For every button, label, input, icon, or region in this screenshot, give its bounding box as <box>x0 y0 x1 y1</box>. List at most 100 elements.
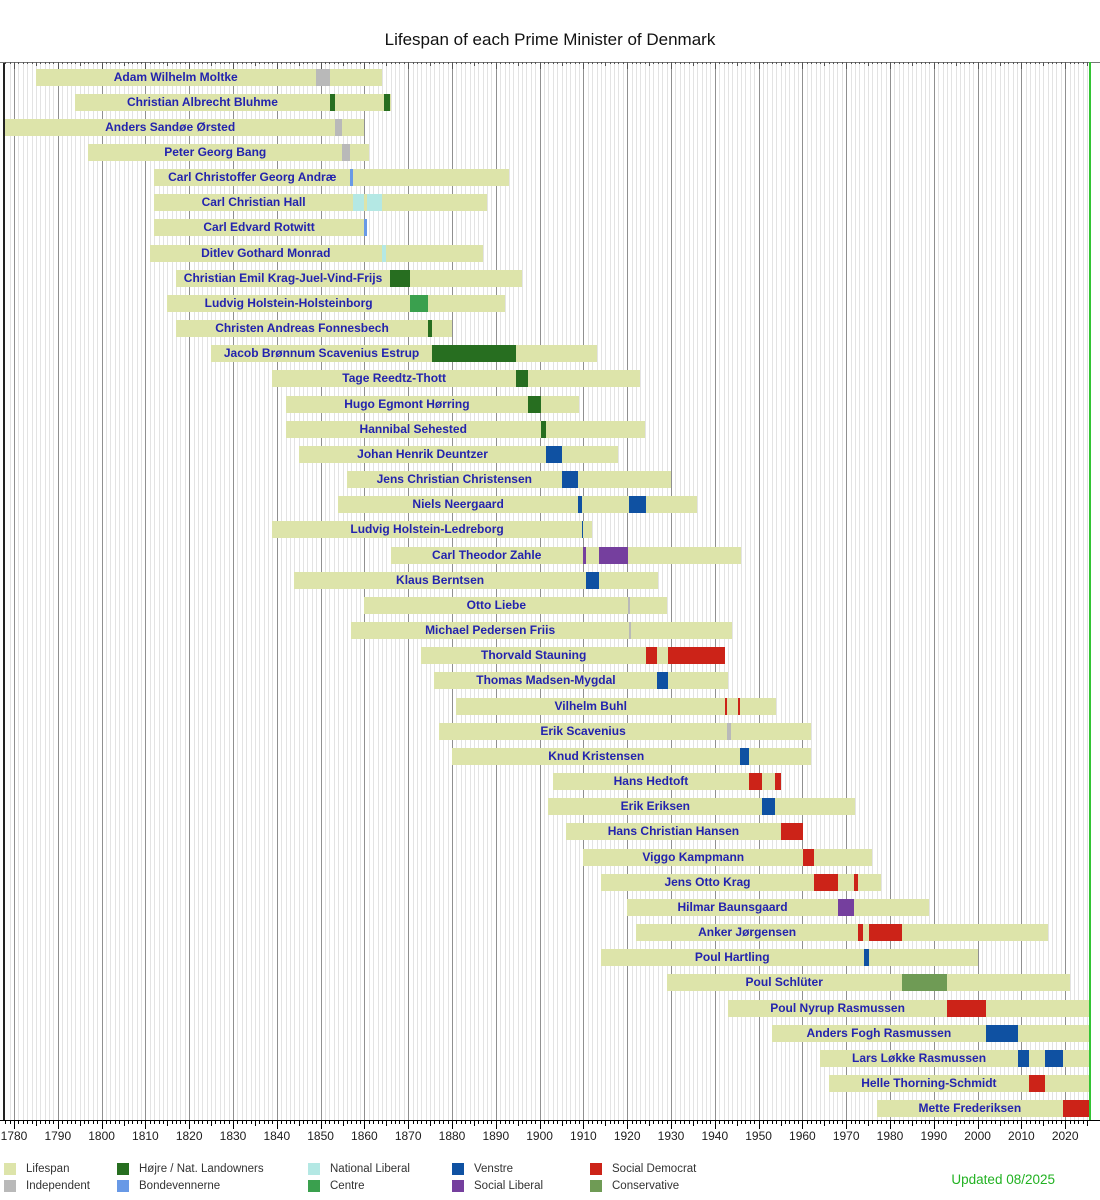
grid-year-line <box>49 62 51 1120</box>
term-segment-bondevennerne <box>363 219 368 237</box>
grid-year-line <box>789 62 791 1120</box>
grid-year-line <box>53 62 55 1120</box>
grid-year-line <box>640 62 642 1120</box>
grid-year-line <box>552 62 554 1120</box>
grid-year-line <box>780 62 782 1120</box>
grid-year-line <box>762 62 764 1120</box>
term-segment-independent <box>628 622 631 640</box>
axis-tick <box>1082 62 1084 64</box>
pm-name-label: Ditlev Gothard Monrad <box>201 245 331 260</box>
axis-tick <box>837 62 839 64</box>
lifespan-bar <box>149 244 483 262</box>
lifespan-bar <box>75 93 391 111</box>
grid-decade-line <box>320 62 322 1120</box>
grid-year-line <box>1087 62 1089 1120</box>
grid-year-line <box>123 62 125 1120</box>
axis-tick <box>241 62 243 64</box>
axis-tick <box>176 1121 178 1124</box>
axis-tick <box>386 1121 388 1126</box>
grid-year-line <box>692 62 694 1120</box>
lifespan-bar <box>351 622 733 640</box>
axis-tick <box>614 1121 616 1124</box>
axis-tick <box>9 62 11 64</box>
term-segment-independent <box>315 68 330 86</box>
axis-tick <box>649 62 651 66</box>
axis-tick <box>894 62 896 64</box>
grid-year-line <box>9 62 11 1120</box>
axis-tick <box>1078 62 1080 64</box>
axis-tick <box>815 1121 817 1124</box>
axis-tick <box>460 1121 462 1124</box>
axis-tick <box>206 1121 208 1124</box>
axis-tick <box>780 1121 782 1126</box>
grid-year-line <box>430 62 432 1120</box>
legend-swatch-social_democrat <box>590 1163 602 1175</box>
grid-year-line <box>1017 62 1019 1120</box>
term-segment-social_democrat <box>667 647 726 665</box>
axis-tick <box>771 62 773 64</box>
axis-tick <box>482 1121 484 1124</box>
grid-year-line <box>473 62 475 1120</box>
grid-year-line <box>162 62 164 1120</box>
grid-year-line <box>70 62 72 1120</box>
grid-year-line <box>154 62 156 1120</box>
axis-tick <box>854 1121 856 1124</box>
axis-tick <box>381 62 383 64</box>
axis-tick <box>828 1121 830 1124</box>
grid-year-line <box>618 62 620 1120</box>
term-segment-national_liberal <box>381 244 386 262</box>
axis-tick-label: 1950 <box>745 1129 772 1143</box>
term-segment-venstre <box>1018 1049 1030 1067</box>
axis-tick <box>955 1121 957 1126</box>
grid-year-line <box>193 62 195 1120</box>
grid-year-line <box>916 62 918 1120</box>
axis-tick <box>110 62 112 64</box>
axis-tick <box>307 1121 309 1124</box>
grid-year-line <box>298 62 300 1120</box>
axis-tick <box>189 1121 191 1129</box>
grid-year-line <box>995 62 997 1120</box>
grid-year-line <box>346 62 348 1120</box>
axis-tick <box>780 62 782 66</box>
legend-label-centre: Centre <box>330 1180 365 1192</box>
axis-tick <box>101 62 103 69</box>
pm-name-label: Anders Fogh Rasmussen <box>806 1025 952 1040</box>
axis-tick <box>837 1121 839 1124</box>
axis-tick <box>1038 1121 1040 1124</box>
grid-year-line <box>438 62 440 1120</box>
grid-year-line <box>465 62 467 1120</box>
axis-tick <box>233 62 234 69</box>
axis-tick <box>951 62 953 64</box>
legend-swatch-lifespan <box>4 1163 16 1175</box>
axis-tick <box>859 62 861 64</box>
lifespan-bar <box>456 697 777 715</box>
axis-tick <box>158 62 160 64</box>
axis-tick <box>40 1121 42 1124</box>
top-axis-line <box>0 62 1100 63</box>
axis-tick <box>154 1121 156 1124</box>
term-segment-social_democrat <box>1062 1100 1090 1118</box>
axis-tick <box>811 62 813 64</box>
axis-tick <box>373 1121 375 1124</box>
axis-tick <box>1025 1121 1027 1124</box>
grid-year-line <box>447 62 449 1120</box>
term-segment-venstre <box>585 571 599 589</box>
axis-tick <box>727 62 729 64</box>
axis-tick <box>522 62 524 64</box>
grid-year-line <box>863 62 865 1120</box>
term-segment-centre <box>409 294 428 312</box>
axis-tick <box>640 1121 642 1124</box>
term-segment-venstre <box>863 949 869 967</box>
axis-tick <box>640 62 642 64</box>
axis-tick <box>263 1121 265 1124</box>
grid-year-line <box>119 62 121 1120</box>
axis-tick <box>495 62 497 69</box>
axis-tick <box>841 62 843 64</box>
grid-year-line <box>97 62 99 1120</box>
axis-tick <box>487 1121 489 1124</box>
axis-tick-label: 1820 <box>175 1129 203 1143</box>
grid-year-line <box>986 62 988 1120</box>
grid-year-line <box>824 62 826 1120</box>
term-segment-hojre <box>432 345 516 363</box>
axis-tick <box>916 62 918 64</box>
